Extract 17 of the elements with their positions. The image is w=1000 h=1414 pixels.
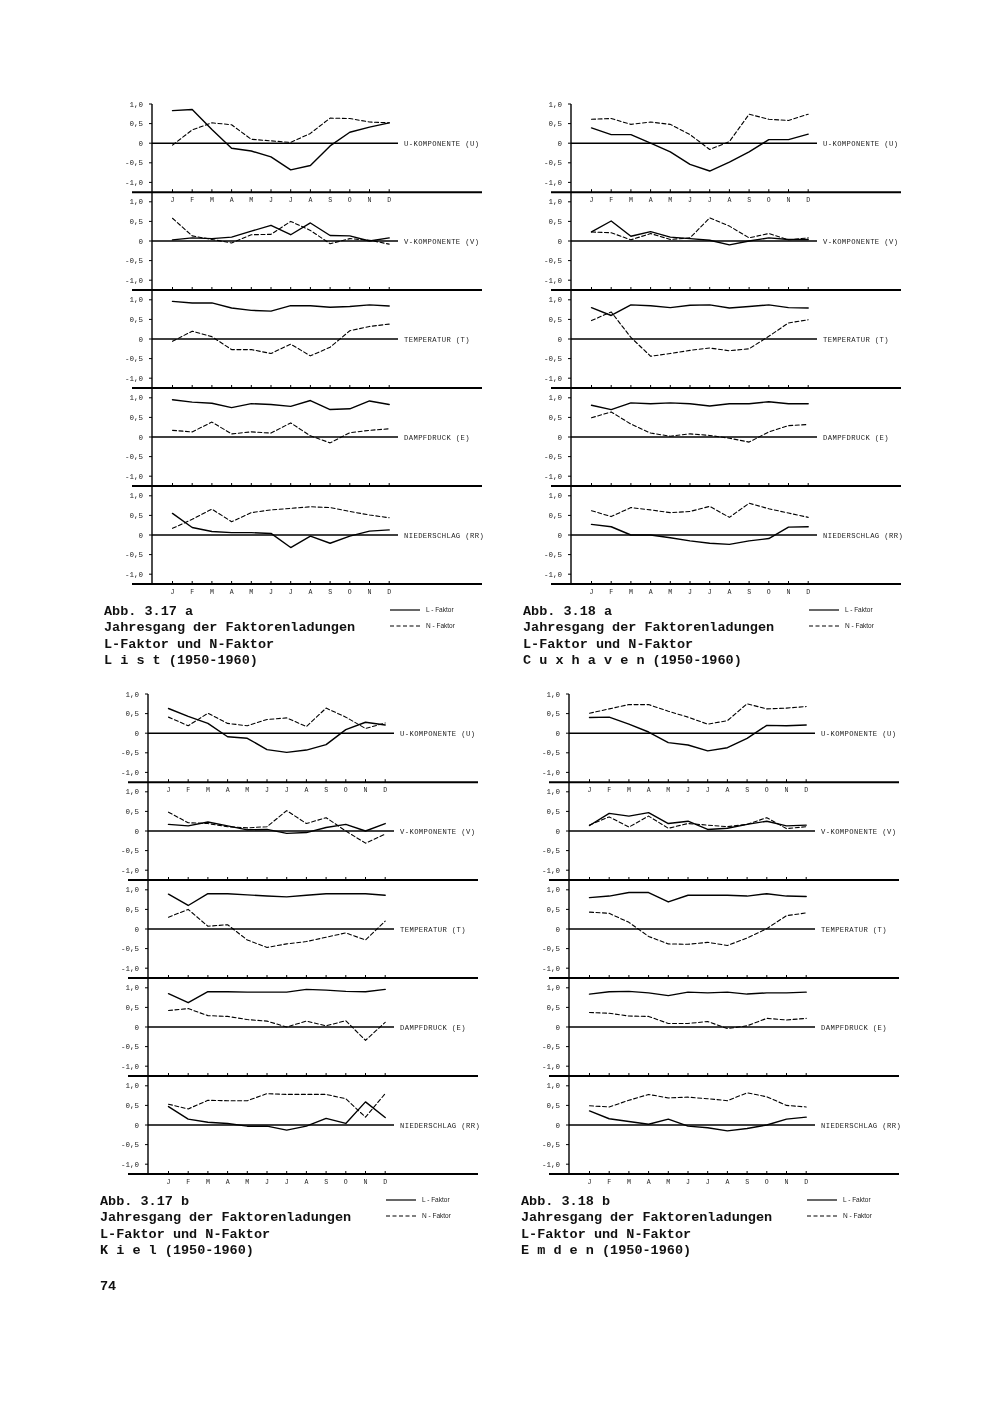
text: 74 [100,1279,117,1295]
text: Jahresgang der Faktorenladungen [523,620,775,636]
text: Jahresgang der Faktorenladungen [521,1210,773,1226]
text: K i e l (1950-1960) [100,1243,254,1259]
caption: Abb. 3.18 a [523,604,613,620]
text: L-Faktor und N-Faktor [104,637,275,653]
text: L-Faktor und N-Faktor [100,1227,271,1243]
text: L-Faktor und N-Faktor [523,637,694,653]
text: Jahresgang der Faktorenladungen [104,620,356,636]
text: E m d e n (1950-1960) [521,1243,692,1259]
caption: Abb. 3.17 b [100,1194,190,1210]
text: L-Faktor und N-Faktor [521,1227,692,1243]
text: Jahresgang der Faktorenladungen [100,1210,352,1226]
caption: Abb. 3.18 b [521,1194,611,1210]
text: L i s t (1950-1960) [104,653,258,669]
caption: Abb. 3.17 a [104,604,194,620]
text: C u x h a v e n (1950-1960) [523,653,742,669]
